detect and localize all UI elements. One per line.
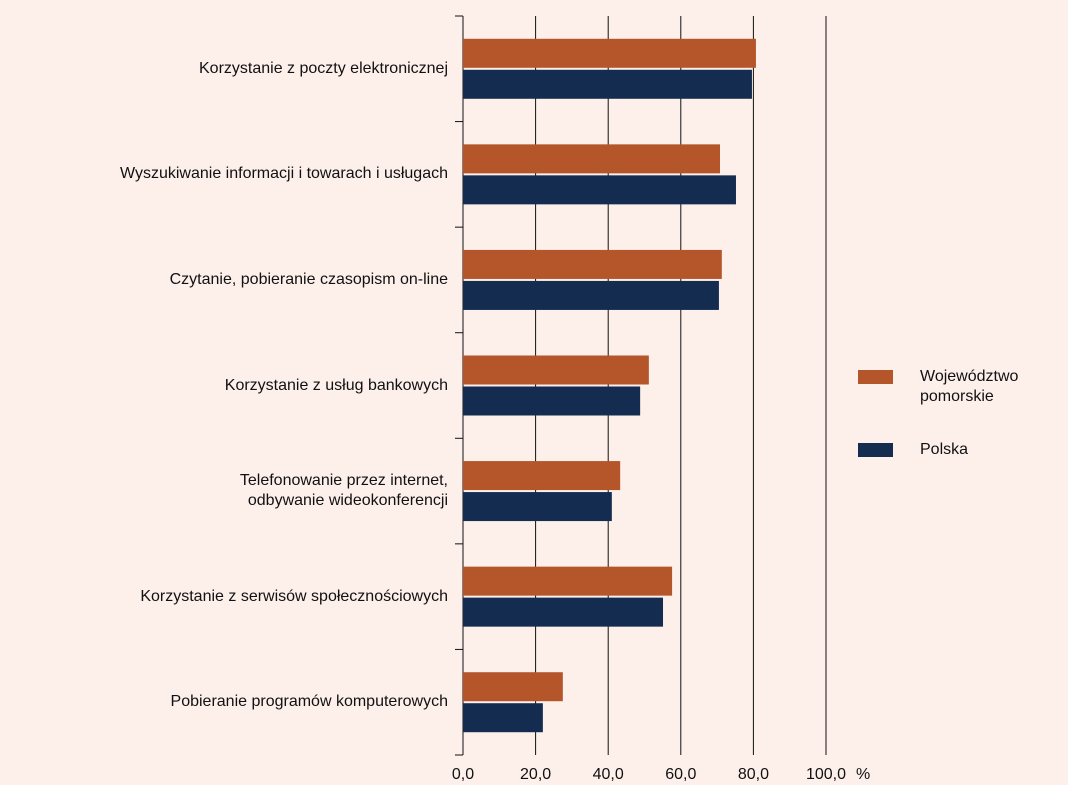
- bar: [463, 355, 649, 385]
- y-tick-label: Korzystanie z usług bankowych: [224, 376, 448, 394]
- legend-label: Województwo pomorskie: [920, 368, 1019, 405]
- x-tick-label: 20,0: [520, 766, 551, 783]
- bar: [463, 597, 664, 627]
- x-tick-label: 40,0: [593, 766, 624, 783]
- bar: [463, 69, 752, 99]
- y-tick-label: Korzystanie z poczty elektronicznej: [199, 59, 448, 77]
- bar: [463, 672, 563, 702]
- y-tick-label: Telefonowanie przez internet, odbywanie …: [239, 472, 448, 510]
- bar: [463, 144, 721, 174]
- x-tick-label: 60,0: [665, 766, 696, 783]
- legend-swatch: [858, 370, 893, 384]
- bar: [463, 280, 719, 310]
- y-tick-label: Wyszukiwanie informacji i towarach i usł…: [120, 165, 448, 183]
- bar: [463, 386, 641, 416]
- x-tick-label: 80,0: [738, 766, 769, 783]
- legend-swatch: [858, 443, 893, 457]
- y-tick-label: Korzystanie z serwisów społecznościowych: [140, 587, 448, 605]
- y-tick-label: Pobieranie programów komputerowych: [170, 693, 448, 711]
- bar: [463, 492, 612, 522]
- bar: [463, 461, 621, 491]
- x-tick-label: 100,0: [806, 766, 846, 783]
- x-axis-unit: %: [856, 766, 870, 783]
- bar: [463, 703, 543, 733]
- bar: [463, 566, 673, 596]
- y-tick-label: Czytanie, pobieranie czasopism on-line: [169, 270, 448, 288]
- bar: [463, 249, 722, 279]
- legend-label: Polska: [920, 441, 969, 458]
- x-tick-label: 0,0: [452, 766, 474, 783]
- bar: [463, 38, 756, 68]
- bar: [463, 175, 736, 205]
